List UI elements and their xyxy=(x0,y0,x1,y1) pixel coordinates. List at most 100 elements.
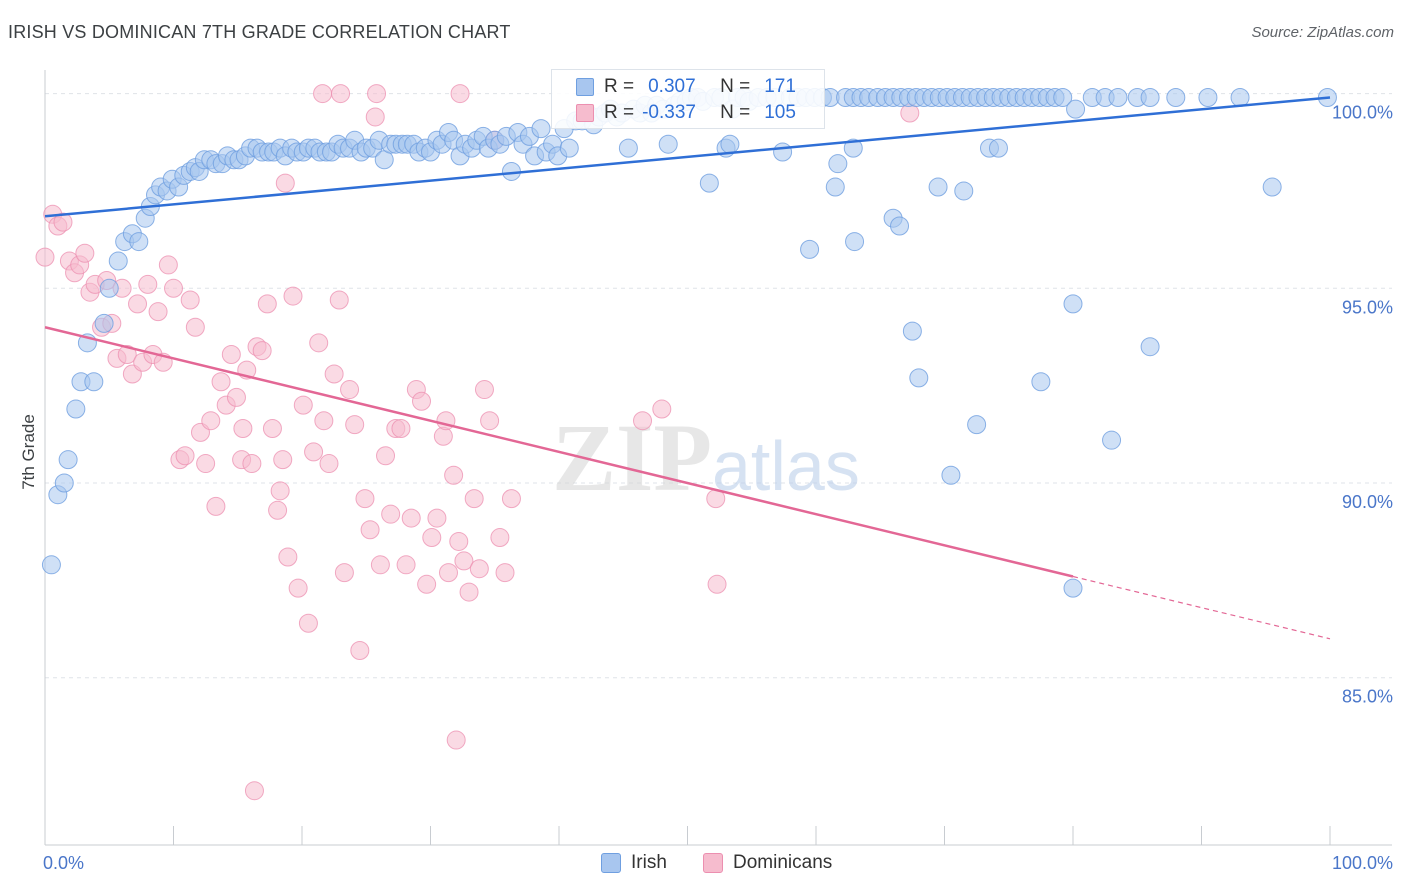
watermark-zip: ZIP xyxy=(552,404,712,511)
dominicans-point xyxy=(288,578,308,598)
dominicans-point xyxy=(293,395,313,415)
dominicans-point xyxy=(257,294,277,314)
stats-legend: R = 0.307 N = 171 R = -0.337 N = 105 xyxy=(551,69,825,129)
irish-legend-swatch xyxy=(601,853,621,873)
dominicans-point xyxy=(283,286,303,306)
dominicans-r-value: -0.337 xyxy=(642,102,696,123)
dominicans-point xyxy=(707,574,727,594)
irish-point xyxy=(720,134,740,154)
dominicans-point xyxy=(226,387,246,407)
dominicans-point xyxy=(270,481,290,501)
irish-points xyxy=(41,87,1337,598)
dominicans-point xyxy=(211,372,231,392)
irish-point xyxy=(902,321,922,341)
dominicans-point xyxy=(309,333,329,353)
dominicans-point xyxy=(128,294,148,314)
dominicans-point xyxy=(329,290,349,310)
irish-point xyxy=(928,177,948,197)
source-label: Source: ZipAtlas.com xyxy=(1251,24,1394,41)
series-legend: Irish Dominicans xyxy=(0,852,1406,878)
irish-point xyxy=(1108,87,1128,107)
dominicans-point xyxy=(449,531,469,551)
dominicans-point xyxy=(474,380,494,400)
legend-row-irish: R = 0.307 N = 171 xyxy=(576,75,796,99)
irish-point xyxy=(1166,87,1186,107)
dominicans-point xyxy=(180,290,200,310)
dominicans-point xyxy=(427,508,447,528)
dominicans-point xyxy=(652,399,672,419)
irish-point xyxy=(54,473,74,493)
dominicans-point xyxy=(175,446,195,466)
dominicans-point xyxy=(53,212,73,232)
irish-point xyxy=(1140,87,1160,107)
irish-point xyxy=(828,154,848,174)
legend-item-dominicans[interactable]: Dominicans xyxy=(703,852,832,874)
trend-lines xyxy=(44,96,1331,640)
x-tick-label: 0.0% xyxy=(43,853,84,873)
irish-point xyxy=(954,181,974,201)
irish-point xyxy=(1053,87,1073,107)
dominicans-point xyxy=(433,426,453,446)
dominicans-point xyxy=(324,364,344,384)
dominicans-point xyxy=(148,302,168,322)
dominicans-trend-line xyxy=(44,326,1074,578)
dominicans-n-value: 105 xyxy=(764,102,796,123)
dominicans-point xyxy=(345,415,365,435)
y-tick-label: 95.0% xyxy=(1342,297,1393,317)
y-axis-title: 7th Grade xyxy=(19,414,38,490)
irish-point xyxy=(699,173,719,193)
dominicans-point xyxy=(480,411,500,431)
dominicans-point xyxy=(450,84,470,104)
irish-point xyxy=(129,232,149,252)
dominicans-point xyxy=(396,555,416,575)
y-tick-label: 90.0% xyxy=(1342,492,1393,512)
irish-point xyxy=(618,138,638,158)
dominicans-point xyxy=(417,574,437,594)
chart-title: IRISH VS DOMINICAN 7TH GRADE CORRELATION… xyxy=(8,22,511,42)
irish-swatch xyxy=(576,78,594,96)
y-tick-label: 100.0% xyxy=(1332,103,1393,123)
irish-point xyxy=(1198,87,1218,107)
dominicans-point xyxy=(262,419,282,439)
irish-point xyxy=(890,216,910,236)
dominicans-point xyxy=(252,341,272,361)
tick-labels: 100.0% 95.0% 90.0% 85.0% 0.0% 100.0% xyxy=(43,103,1393,873)
dominicans-point xyxy=(117,345,137,365)
legend-item-irish[interactable]: Irish xyxy=(601,852,667,874)
irish-point xyxy=(967,415,987,435)
irish-point xyxy=(843,138,863,158)
dominicans-point xyxy=(401,508,421,528)
irish-n-value: 171 xyxy=(764,76,796,97)
irish-r-value: 0.307 xyxy=(648,76,696,97)
irish-point xyxy=(66,399,86,419)
irish-n-label: N = xyxy=(720,76,751,97)
irish-point xyxy=(1063,294,1083,314)
dominicans-n-label: N = xyxy=(720,102,751,123)
dominicans-point xyxy=(495,563,515,583)
irish-point xyxy=(94,313,114,333)
dominicans-point xyxy=(340,380,360,400)
dominicans-trend-extension xyxy=(1072,575,1331,640)
dominicans-point xyxy=(206,496,226,516)
dominicans-point xyxy=(459,582,479,602)
dominicans-point xyxy=(412,391,432,411)
dominicans-point xyxy=(391,419,411,439)
irish-point xyxy=(84,372,104,392)
irish-point xyxy=(773,142,793,162)
dominicans-point xyxy=(633,411,653,431)
irish-trend-line xyxy=(44,96,1331,218)
dominicans-point xyxy=(381,504,401,524)
dominicans-point xyxy=(319,454,339,474)
dominicans-point xyxy=(314,411,334,431)
irish-point xyxy=(531,119,551,139)
y-tick-label: 85.0% xyxy=(1342,687,1393,707)
irish-point xyxy=(559,138,579,158)
dominicans-point xyxy=(501,489,521,509)
dominicans-point xyxy=(298,613,318,633)
irish-point xyxy=(658,134,678,154)
dominicans-r-label: R = xyxy=(604,102,635,123)
irish-point xyxy=(941,465,961,485)
irish-point xyxy=(99,278,119,298)
dominicans-point xyxy=(370,555,390,575)
